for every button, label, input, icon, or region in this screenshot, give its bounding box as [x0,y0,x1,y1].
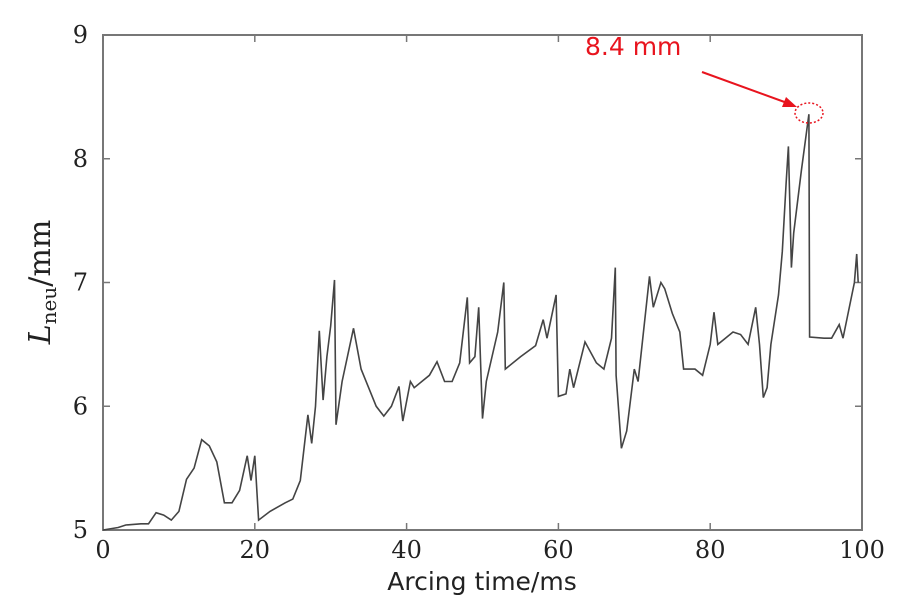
x-tick-label: 0 [95,536,110,564]
y-tick-label: 6 [73,392,88,420]
plot-frame [102,34,863,531]
x-tick-label: 60 [543,536,574,564]
y-tick-label: 7 [73,269,88,297]
peak-annotation: 8.4 mm [585,32,824,124]
x-tick-label: 40 [391,536,422,564]
arrow-head [782,97,797,107]
annotation-circle [794,102,824,124]
y-tick-label: 5 [73,516,88,544]
x-tick-label: 100 [839,536,885,564]
y-tick-label: 8 [73,145,88,173]
y-tick-label: 9 [73,21,88,49]
x-tick-label: 20 [240,536,271,564]
x-axis-label: Arcing time/ms [387,567,576,596]
x-tick-label: 80 [695,536,726,564]
annotation-arrow [701,71,791,105]
series-line [102,114,859,531]
annotation-label: 8.4 mm [585,32,681,61]
y-axis-label: Lneu/mm [23,220,61,346]
